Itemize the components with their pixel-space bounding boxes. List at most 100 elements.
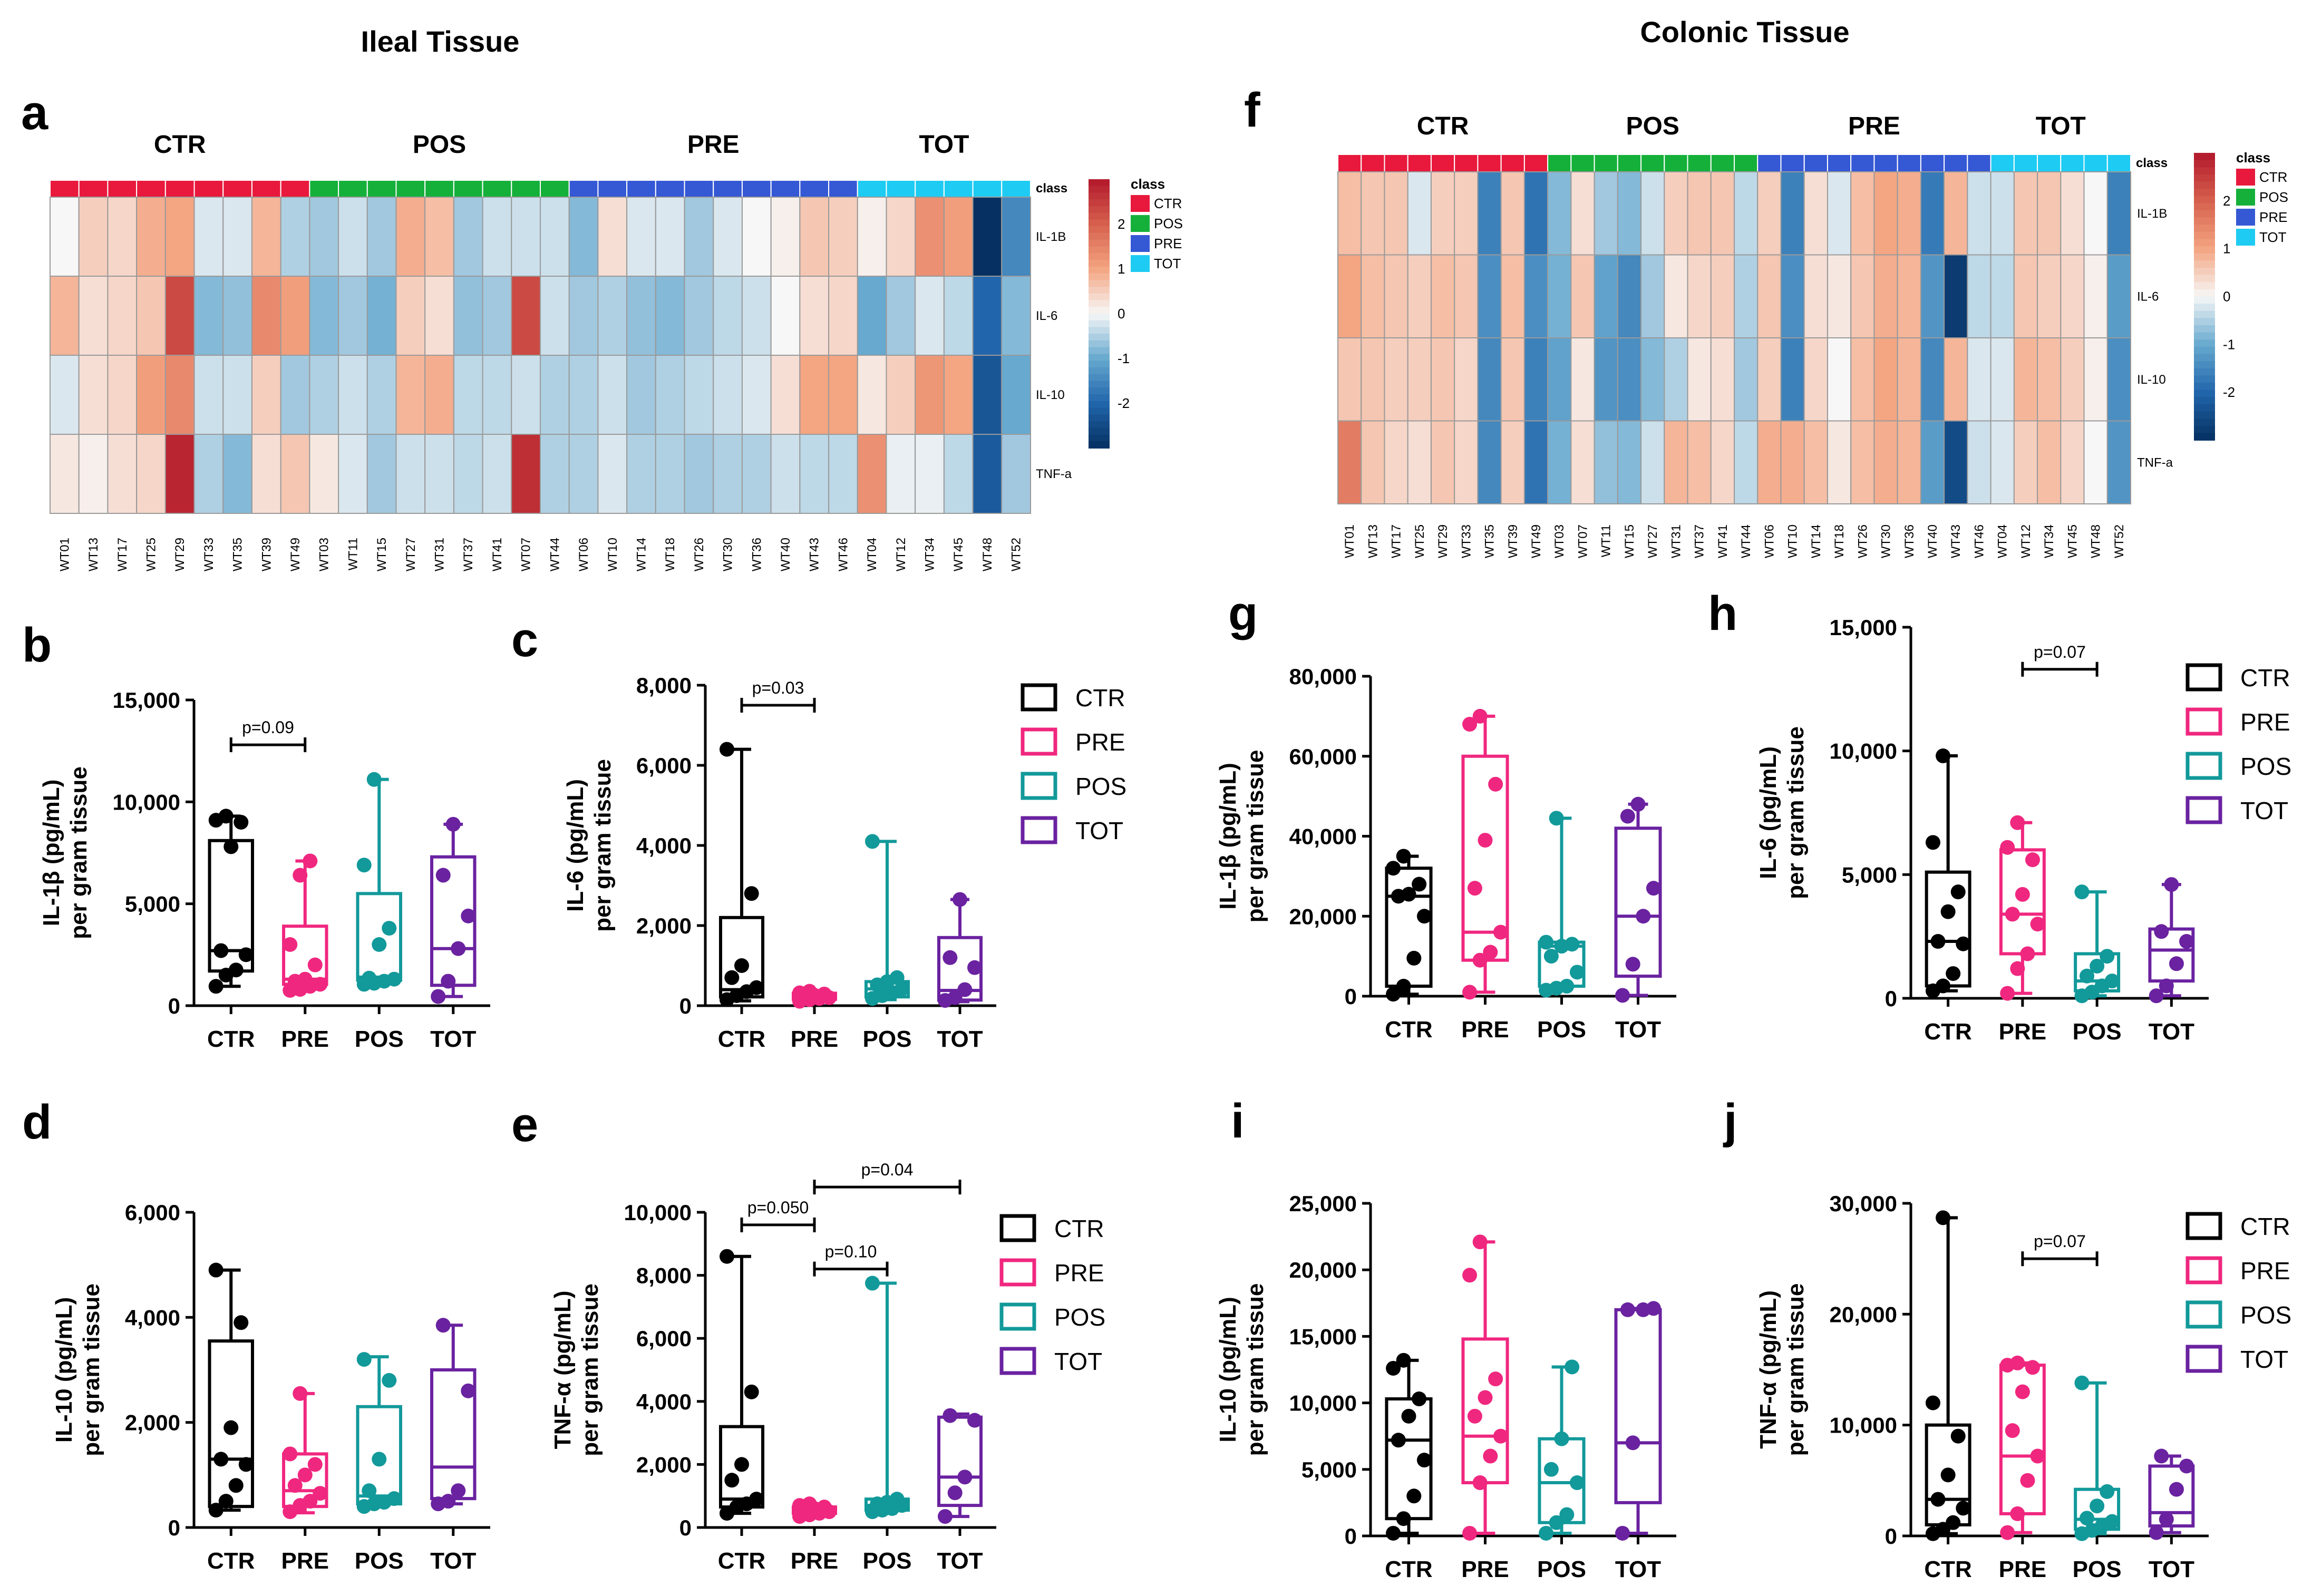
data-point xyxy=(967,1413,983,1428)
data-point xyxy=(228,962,244,978)
data-point xyxy=(1539,1525,1554,1541)
heat-cell xyxy=(1617,254,1642,338)
class-cell xyxy=(915,180,945,198)
data-point xyxy=(224,1420,239,1435)
heat-cell xyxy=(1570,254,1595,338)
legend-label: TOT xyxy=(1054,1348,1102,1375)
panel-letter: j xyxy=(1723,1094,1737,1148)
data-point xyxy=(1386,1360,1401,1376)
heat-cell xyxy=(597,276,628,356)
legend-label: CTR xyxy=(2240,664,2290,692)
heatmap-panel-f: f CTR POS PRE TOT class IL-1B IL-6 IL-10 TNF-a WT0… xyxy=(1244,83,2288,558)
data-point xyxy=(895,981,910,997)
legend-tick: 0 xyxy=(2223,289,2230,305)
data-point xyxy=(957,1470,973,1485)
heat-cell xyxy=(943,276,974,356)
legend-gradient-step xyxy=(2194,354,2215,362)
heat-cell xyxy=(50,276,80,356)
heat-cell xyxy=(1664,337,1688,422)
panel-letter: g xyxy=(1228,587,1258,640)
legend-gradient-step xyxy=(2194,167,2215,175)
legend-label: PRE xyxy=(2240,1257,2290,1284)
class-cell xyxy=(1617,154,1642,172)
class-cell xyxy=(395,180,426,198)
heat-cell xyxy=(1570,337,1595,422)
class-cell xyxy=(2083,154,2108,172)
legend-gradient-step xyxy=(2194,282,2215,290)
y-tick-label: 30,000 xyxy=(1830,1191,1897,1216)
class-cell xyxy=(655,180,685,198)
class-cell xyxy=(1384,154,1408,172)
legend-label: TOT xyxy=(2240,1346,2288,1373)
heat-cell xyxy=(741,434,772,514)
data-point xyxy=(937,1509,953,1524)
significance-label: p=0.07 xyxy=(2034,1232,2086,1251)
heat-cell xyxy=(1001,197,1031,277)
y-tick-label: 8,000 xyxy=(636,1263,692,1288)
data-point xyxy=(889,1492,905,1507)
heat-cell xyxy=(1523,254,1549,338)
class-cell xyxy=(943,180,974,198)
legend-gradient-step xyxy=(1089,381,1110,388)
data-point xyxy=(749,980,764,995)
heat-cell xyxy=(2083,171,2108,256)
heat-cell xyxy=(1710,420,1735,504)
heat-cell xyxy=(828,355,858,435)
data-point xyxy=(2090,1498,2105,1514)
heat-cell xyxy=(1967,337,1992,422)
heat-cell xyxy=(2060,420,2085,504)
data-point xyxy=(1416,909,1432,924)
column-label: WT45 xyxy=(2065,524,2080,558)
heat-cell xyxy=(1757,420,1782,504)
data-point xyxy=(1930,934,1946,949)
heat-cell xyxy=(1897,420,1921,504)
heat-cell xyxy=(1803,254,1828,338)
y-tick-label: 15,000 xyxy=(1830,615,1897,640)
data-point xyxy=(1559,1507,1575,1522)
heat-cell xyxy=(1477,420,1502,504)
heat-cell xyxy=(1407,171,1432,256)
column-label: WT29 xyxy=(173,538,187,571)
heat-cell xyxy=(1640,171,1665,256)
data-point xyxy=(441,1494,456,1509)
heat-cell xyxy=(395,355,426,435)
x-tick-label: CTR xyxy=(718,1026,765,1052)
y-axis-label: per gram tissue xyxy=(1783,726,1809,899)
heat-cell xyxy=(1594,337,1618,422)
y-tick-label: 0 xyxy=(168,1515,180,1540)
data-point xyxy=(1615,988,1630,1003)
legend-gradient-step xyxy=(2194,275,2215,283)
legend-gradient-step xyxy=(2194,411,2215,420)
column-label: WT36 xyxy=(1902,524,1917,558)
box xyxy=(1614,1308,1662,1504)
column-label: WT43 xyxy=(808,538,822,571)
legend-gradient-step xyxy=(2194,239,2215,247)
class-cell xyxy=(1944,154,1968,172)
column-label: WT52 xyxy=(2112,524,2126,558)
class-cell xyxy=(2060,154,2085,172)
data-point xyxy=(1565,937,1580,952)
panel-letter: f xyxy=(1244,83,1260,137)
y-tick-label: 2,000 xyxy=(636,1452,692,1477)
data-point xyxy=(451,1483,466,1498)
x-tick-label: TOT xyxy=(937,1026,983,1052)
boxplot-panel-i: i 0 5,000 10,000 15,000 20,000 25,000 IL-10 (pg… xyxy=(1215,1094,1676,1582)
heat-cell xyxy=(1617,171,1642,256)
data-point xyxy=(2169,956,2184,971)
column-label: WT12 xyxy=(894,538,908,571)
heat-cell xyxy=(1361,420,1385,504)
heat-cell xyxy=(136,276,166,356)
y-tick-label: 10,000 xyxy=(113,790,180,814)
heat-cell xyxy=(1803,420,1828,504)
heat-cell xyxy=(366,355,397,435)
data-point xyxy=(889,970,905,985)
column-label: WT14 xyxy=(634,538,648,571)
legend-class-label: POS xyxy=(1154,216,1183,231)
y-axis-label: IL-10 (pg/mL) xyxy=(1215,1297,1241,1442)
legend-gradient-step xyxy=(2194,225,2215,232)
heat-cell xyxy=(338,355,368,435)
data-point xyxy=(802,984,817,999)
data-point xyxy=(1396,1352,1411,1368)
y-tick-label: 40,000 xyxy=(1289,824,1357,849)
class-cell xyxy=(1897,154,1921,172)
